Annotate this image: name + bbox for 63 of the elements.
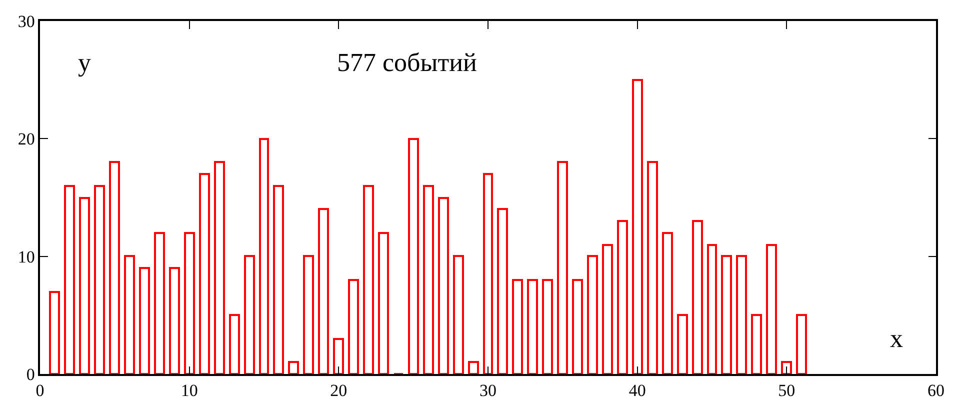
x-tick-label: 60 [928, 381, 944, 400]
bar [572, 279, 583, 374]
bar [318, 208, 329, 374]
x-tick-label: 40 [628, 381, 646, 400]
bar [333, 338, 344, 374]
bar [632, 79, 643, 374]
bar [468, 361, 479, 374]
bar [497, 208, 508, 374]
text: 577 событий [337, 48, 478, 77]
bar [736, 255, 747, 374]
bar [721, 255, 732, 374]
bar [557, 161, 568, 374]
bar [453, 255, 464, 374]
bar [139, 267, 150, 374]
bar [109, 161, 120, 374]
x-tick-label: 10 [180, 381, 198, 400]
y-tick-label: 0 [26, 364, 35, 384]
bar [199, 173, 210, 374]
bar [707, 244, 717, 374]
bar [64, 185, 75, 374]
bar [214, 161, 225, 374]
bar [124, 255, 135, 374]
bar [229, 314, 240, 374]
x-tick-label: 50 [778, 381, 796, 400]
bar [602, 244, 613, 374]
bar [781, 361, 792, 374]
bar [423, 185, 434, 374]
bar [288, 361, 299, 374]
x-tick-label: 20 [330, 381, 348, 400]
bar [169, 267, 180, 374]
bar [363, 185, 374, 374]
bar [184, 232, 195, 374]
bar [647, 161, 658, 374]
x-tick-label: 30 [480, 381, 496, 400]
bar [273, 185, 284, 374]
bar [94, 185, 105, 374]
bar [348, 279, 359, 374]
bar [766, 244, 777, 374]
bar [542, 279, 553, 374]
bar [512, 279, 523, 374]
bar [408, 138, 419, 374]
y-axis-title: y [78, 48, 91, 77]
bar [378, 232, 389, 374]
bar [527, 279, 538, 374]
bar [751, 314, 762, 374]
x-axis-title: x [890, 324, 903, 353]
bar [259, 138, 269, 374]
bar [692, 220, 703, 374]
y-tick-label: 30 [18, 12, 35, 31]
bar [617, 220, 628, 374]
y-tick-label: 20 [18, 130, 35, 149]
bar [303, 255, 314, 374]
bar [483, 173, 493, 374]
bar [154, 232, 165, 374]
bar [662, 232, 673, 374]
bar [587, 255, 598, 374]
bar [438, 197, 449, 374]
bar [244, 255, 255, 374]
bar [796, 314, 807, 374]
y-tick-label: 10 [18, 247, 35, 266]
bar [79, 197, 90, 374]
bar [49, 291, 60, 374]
bar [677, 314, 688, 374]
